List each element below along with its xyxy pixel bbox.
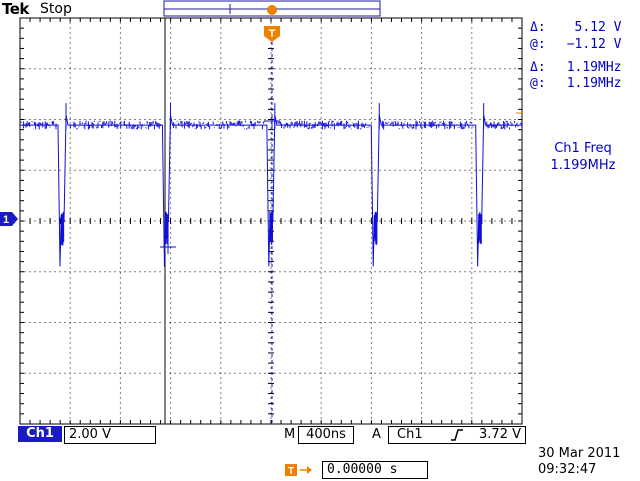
freq-at-value: 1.19MHz — [566, 76, 622, 91]
ch1-volts-per-div[interactable]: 2.00 V — [64, 426, 156, 444]
voltage-at-readout: @: −1.12 V — [530, 37, 621, 52]
measurement-panel: Ch1 Freq 1.199MHz — [530, 140, 636, 174]
brand-logo: Tek — [2, 0, 29, 18]
trigger-source: Ch1 — [397, 427, 423, 442]
measurement-label: Ch1 Freq — [554, 141, 612, 156]
voltage-at-value: −1.12 V — [566, 37, 622, 52]
time-display: 09:32:47 — [538, 462, 597, 477]
trigger-mode-prefix: A — [372, 427, 381, 442]
trigger-point-marker-top[interactable] — [267, 5, 277, 15]
trigger-position-icon: T — [284, 462, 320, 477]
trigger-position-value[interactable]: 0.00000 s — [322, 461, 428, 479]
freq-at-readout: @: 1.19MHz — [530, 76, 621, 91]
freq-delta-readout: Δ: 1.19MHz — [530, 60, 621, 75]
ch1-ground-marker-label: 1 — [3, 214, 9, 226]
date-display: 30 Mar 2011 — [538, 446, 621, 461]
trigger-level: 3.72 V — [479, 427, 521, 442]
acquisition-state: Stop — [40, 1, 72, 17]
rising-edge-icon — [449, 427, 465, 443]
voltage-delta-label: Δ: — [530, 20, 546, 35]
voltage-delta-readout: Δ: 5.12 V — [530, 20, 621, 35]
voltage-delta-value: 5.12 V — [574, 20, 622, 35]
trigger-settings[interactable]: Ch1 3.72 V — [388, 426, 526, 444]
trigger-marker[interactable]: T — [264, 26, 280, 42]
ch1-waveform-noise — [19, 103, 523, 254]
freq-at-label: @: — [530, 76, 546, 91]
freq-delta-label: Δ: — [530, 60, 546, 75]
svg-text:T: T — [288, 466, 294, 477]
trigger-marker-label: T — [269, 28, 276, 40]
voltage-at-label: @: — [530, 37, 546, 52]
measurement-value: 1.199MHz — [550, 158, 616, 173]
timebase-prefix: M — [284, 427, 296, 442]
graticule — [19, 17, 523, 425]
ch1-ground-marker[interactable]: 1 — [0, 212, 18, 226]
freq-delta-value: 1.19MHz — [566, 60, 622, 75]
timebase-value[interactable]: 400ns — [298, 426, 354, 444]
ch1-indicator[interactable]: Ch1 — [18, 426, 62, 442]
